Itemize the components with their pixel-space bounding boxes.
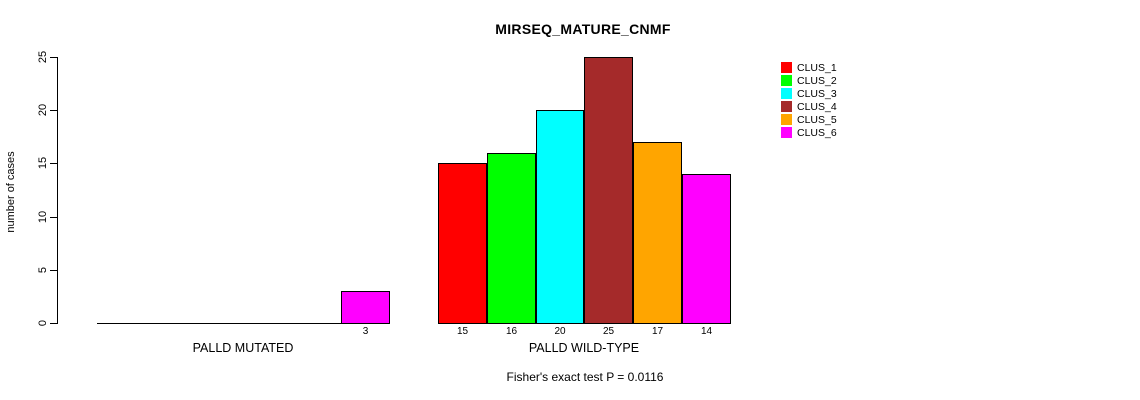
legend-entry-clus_6: CLUS_6 [781, 126, 837, 139]
bar-clus_2-group-2 [487, 153, 536, 324]
chart-title: MIRSEQ_MATURE_CNMF [495, 21, 671, 37]
y-axis-label: number of cases [5, 151, 17, 233]
bar-value-label: 16 [505, 326, 518, 337]
y-tick-5 [50, 270, 57, 271]
legend-swatch-clus_4 [781, 101, 792, 112]
bar-clus_6-group-1 [341, 291, 390, 324]
legend-entry-clus_5: CLUS_5 [781, 113, 837, 126]
bar-clus_1-group-2 [438, 163, 487, 324]
y-tick-label-15: 15 [37, 156, 49, 170]
y-tick-15 [50, 163, 57, 164]
legend-entry-clus_4: CLUS_4 [781, 100, 837, 113]
fisher-test-annotation: Fisher's exact test P = 0.0116 [506, 370, 664, 384]
legend-label: CLUS_1 [797, 61, 837, 74]
bar-clus_6-group-2 [682, 174, 731, 324]
y-tick-label-20: 20 [37, 103, 49, 117]
bar-clus_4-group-2 [584, 57, 633, 324]
legend-swatch-clus_6 [781, 127, 792, 138]
bar-value-label: 15 [456, 326, 469, 337]
bar-value-label: 3 [362, 326, 369, 337]
y-tick-25 [50, 57, 57, 58]
legend-swatch-clus_5 [781, 114, 792, 125]
y-tick-20 [50, 110, 57, 111]
group-label-palld-mutated: PALLD MUTATED [192, 341, 294, 355]
group-label-palld-wild-type: PALLD WILD-TYPE [528, 341, 640, 355]
y-axis [57, 57, 58, 324]
legend-swatch-clus_2 [781, 75, 792, 86]
bar-value-label: 20 [554, 326, 566, 337]
legend-entry-clus_3: CLUS_3 [781, 87, 837, 100]
legend-label: CLUS_5 [797, 113, 837, 126]
y-tick-label-10: 10 [37, 210, 49, 224]
bar-value-label: 14 [700, 326, 713, 337]
bar-value-label: 17 [651, 326, 664, 337]
bar-clus_3-group-2 [536, 110, 584, 324]
y-tick-label-0: 0 [37, 319, 49, 327]
y-tick-10 [50, 217, 57, 218]
legend-entry-clus_2: CLUS_2 [781, 74, 837, 87]
legend: CLUS_1 CLUS_2 CLUS_3 CLUS_4 CLUS_5 CLUS_6 [781, 61, 837, 139]
y-tick-0 [50, 323, 57, 324]
baseline-group-1 [97, 323, 390, 324]
legend-label: CLUS_6 [797, 126, 837, 139]
legend-entry-clus_1: CLUS_1 [781, 61, 837, 74]
legend-label: CLUS_3 [797, 87, 837, 100]
y-tick-label-25: 25 [37, 50, 49, 64]
bar-clus_5-group-2 [633, 142, 682, 324]
legend-label: CLUS_2 [797, 74, 837, 87]
bar-value-label: 25 [602, 326, 615, 337]
legend-swatch-clus_1 [781, 62, 792, 73]
y-tick-label-5: 5 [37, 266, 49, 274]
legend-swatch-clus_3 [781, 88, 792, 99]
legend-label: CLUS_4 [797, 100, 837, 113]
